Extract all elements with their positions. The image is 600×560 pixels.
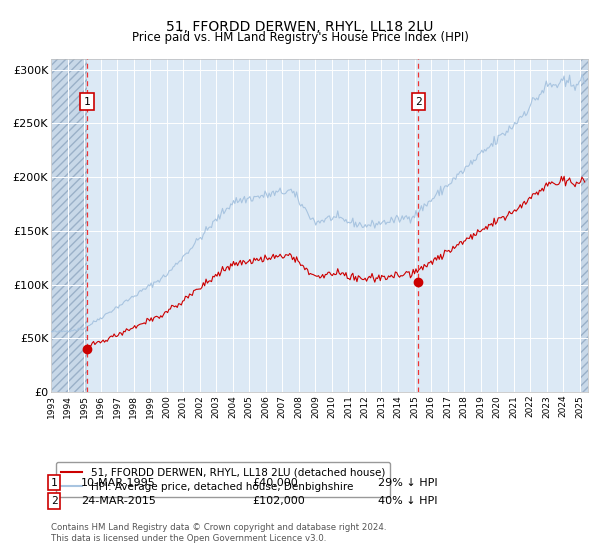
Text: 2: 2 [415,97,422,107]
Text: 24-MAR-2015: 24-MAR-2015 [81,496,156,506]
Text: 2: 2 [50,496,58,506]
Text: Price paid vs. HM Land Registry's House Price Index (HPI): Price paid vs. HM Land Registry's House … [131,31,469,44]
Text: 1: 1 [84,97,91,107]
Text: 10-MAR-1995: 10-MAR-1995 [81,478,156,488]
Legend: 51, FFORDD DERWEN, RHYL, LL18 2LU (detached house), HPI: Average price, detached: 51, FFORDD DERWEN, RHYL, LL18 2LU (detac… [56,462,390,497]
Text: 29% ↓ HPI: 29% ↓ HPI [378,478,437,488]
Bar [51,59,87,392]
Text: 51, FFORDD DERWEN, RHYL, LL18 2LU: 51, FFORDD DERWEN, RHYL, LL18 2LU [166,20,434,34]
Text: This data is licensed under the Open Government Licence v3.0.: This data is licensed under the Open Gov… [51,534,326,543]
Text: 40% ↓ HPI: 40% ↓ HPI [378,496,437,506]
Text: £40,000: £40,000 [252,478,298,488]
Text: £102,000: £102,000 [252,496,305,506]
Text: 1: 1 [50,478,58,488]
Bar [581,59,588,392]
Text: Contains HM Land Registry data © Crown copyright and database right 2024.: Contains HM Land Registry data © Crown c… [51,523,386,532]
